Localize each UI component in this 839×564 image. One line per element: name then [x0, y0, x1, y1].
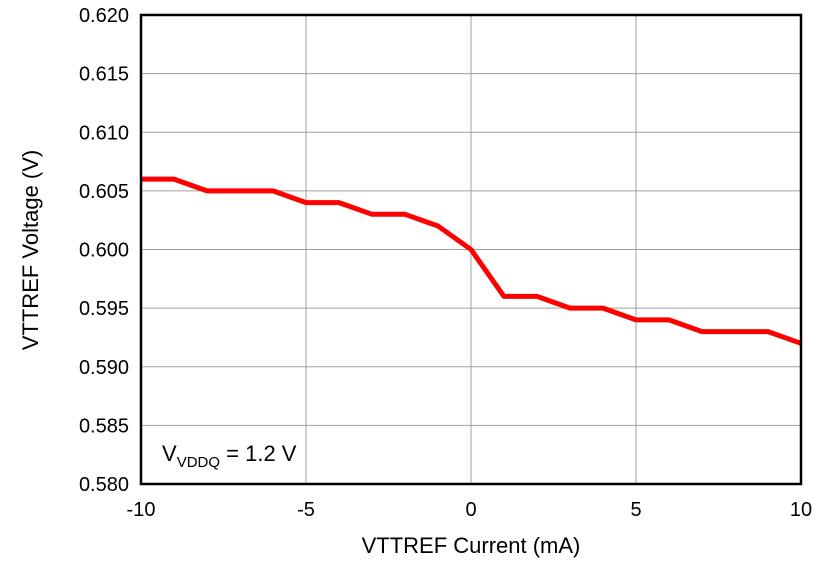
x-tick-label: 10	[790, 499, 812, 521]
plot-frame	[139, 13, 803, 486]
y-tick-label: 0.590	[79, 357, 129, 379]
x-tick-labels: -10 -5 0 5 10	[127, 499, 813, 521]
y-tick-label: 0.585	[79, 415, 129, 437]
y-tick-label: 0.600	[79, 240, 129, 262]
x-tick-label: 0	[465, 499, 476, 521]
x-tick-label: -5	[297, 499, 315, 521]
annotation: VVDDQ = 1.2 V	[162, 441, 297, 471]
y-tick-label: 0.595	[79, 298, 129, 320]
y-tick-label: 0.610	[79, 122, 129, 144]
x-tick-label: 5	[630, 499, 641, 521]
x-axis-label: VTTREF Current (mA)	[362, 533, 581, 558]
y-tick-label: 0.620	[79, 5, 129, 27]
series-line	[141, 176, 802, 346]
y-tick-label: 0.615	[79, 64, 129, 86]
y-tick-labels: 0.580 0.585 0.590 0.595 0.600 0.605 0.610 0.615…	[79, 5, 129, 496]
y-axis-label: VTTREF Voltage (V)	[18, 150, 43, 351]
y-tick-label: 0.580	[79, 474, 129, 496]
x-tick-label: -10	[127, 499, 156, 521]
y-tick-label: 0.605	[79, 181, 129, 203]
